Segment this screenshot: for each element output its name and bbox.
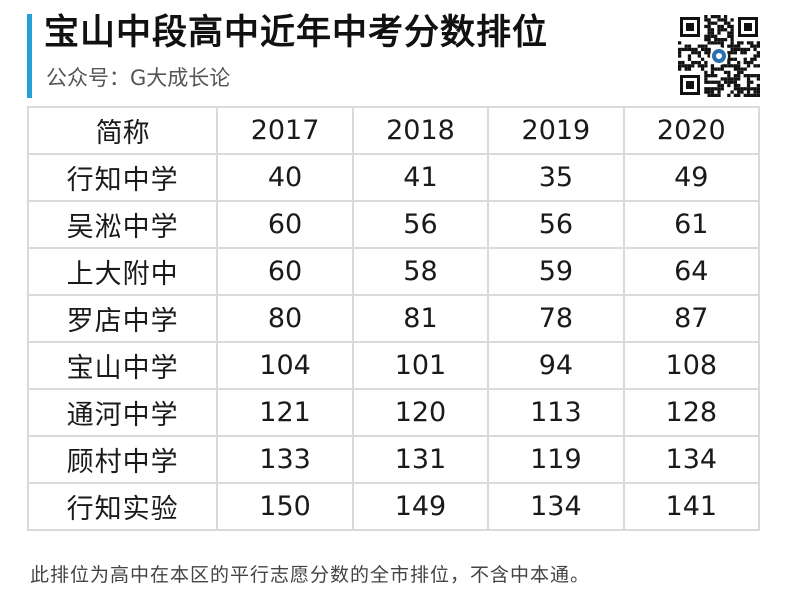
rank-value-cell: 60: [216, 247, 354, 296]
school-name-cell: 顾村中学: [26, 435, 219, 484]
rank-value-cell: 94: [487, 341, 625, 390]
table-row: 顾村中学 133 131 119 134: [26, 435, 761, 484]
rank-value-cell: 120: [351, 388, 490, 437]
page-title: 宝山中段高中近年中考分数排位: [44, 13, 549, 53]
table-row: 上大附中 60 58 59 64: [26, 247, 761, 296]
table-row: 宝山中学 104 101 94 108: [26, 341, 761, 390]
school-name-cell: 行知中学: [26, 153, 219, 202]
table-row: 罗店中学 80 81 78 87: [26, 294, 761, 343]
qr-code-icon: [678, 15, 760, 97]
rank-value-cell: 149: [351, 482, 490, 531]
rank-value-cell: 78: [487, 294, 625, 343]
rank-value-cell: 113: [487, 388, 625, 437]
rank-value-cell: 87: [622, 294, 761, 343]
school-name-cell: 吴淞中学: [26, 200, 219, 249]
page-subtitle: 公众号：G大成长论: [46, 66, 231, 90]
rank-value-cell: 119: [487, 435, 625, 484]
rank-value-cell: 134: [487, 482, 625, 531]
column-header-year: 2019: [487, 106, 625, 155]
rank-value-cell: 58: [351, 247, 490, 296]
rank-value-cell: 133: [216, 435, 354, 484]
table-row: 通河中学 121 120 113 128: [26, 388, 761, 437]
column-header-year: 2020: [622, 106, 761, 155]
rank-value-cell: 61: [622, 200, 761, 249]
column-header-year: 2017: [216, 106, 354, 155]
rank-value-cell: 41: [351, 153, 490, 202]
table-row: 吴淞中学 60 56 56 61: [26, 200, 761, 249]
column-header-year: 2018: [351, 106, 490, 155]
rank-value-cell: 128: [622, 388, 761, 437]
rank-value-cell: 121: [216, 388, 354, 437]
rank-value-cell: 81: [351, 294, 490, 343]
title-accent-bar: [27, 14, 32, 98]
table-row: 行知实验 150 149 134 141: [26, 482, 761, 531]
rank-value-cell: 59: [487, 247, 625, 296]
school-name-cell: 罗店中学: [26, 294, 219, 343]
rank-value-cell: 56: [487, 200, 625, 249]
school-name-cell: 行知实验: [26, 482, 219, 531]
score-rank-table: 简称 2017 2018 2019 2020 行知中学 40 41 35 49 吴淞中学 60 56 5…: [26, 106, 761, 531]
rank-value-cell: 40: [216, 153, 354, 202]
rank-value-cell: 104: [216, 341, 354, 390]
rank-value-cell: 141: [622, 482, 761, 531]
rank-value-cell: 56: [351, 200, 490, 249]
table-header-row: 简称 2017 2018 2019 2020: [26, 106, 761, 155]
school-name-cell: 通河中学: [26, 388, 219, 437]
rank-value-cell: 108: [622, 341, 761, 390]
rank-value-cell: 101: [351, 341, 490, 390]
rank-value-cell: 60: [216, 200, 354, 249]
rank-value-cell: 64: [622, 247, 761, 296]
rank-value-cell: 150: [216, 482, 354, 531]
rank-value-cell: 49: [622, 153, 761, 202]
rank-value-cell: 134: [622, 435, 761, 484]
rank-value-cell: 80: [216, 294, 354, 343]
school-name-cell: 宝山中学: [26, 341, 219, 390]
footnote: 此排位为高中在本区的平行志愿分数的全市排位，不含中本通。: [30, 564, 591, 586]
rank-value-cell: 131: [351, 435, 490, 484]
table-row: 行知中学 40 41 35 49: [26, 153, 761, 202]
column-header-name: 简称: [26, 106, 219, 155]
rank-value-cell: 35: [487, 153, 625, 202]
school-name-cell: 上大附中: [26, 247, 219, 296]
